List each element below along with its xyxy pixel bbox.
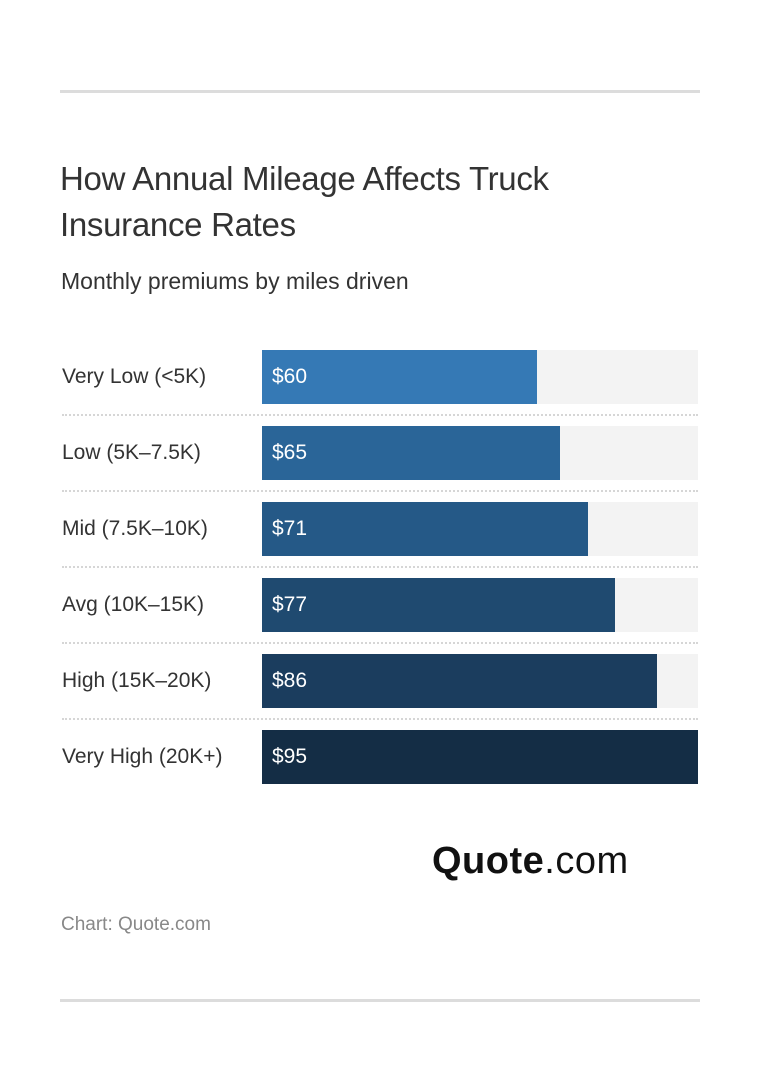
bar-row: Very Low (<5K) $60 [60,350,698,426]
data-label: $77 [272,593,308,616]
bar [262,426,561,480]
row-separator [62,490,698,492]
bar-row: High (15K–20K) $86 [60,654,698,730]
bar [262,350,538,404]
bar-row: Avg (10K–15K) $77 [60,578,698,654]
chart-title: How Annual Mileage Affects Truck Insuran… [60,160,549,243]
category-label: Very Low (<5K) [62,365,207,388]
row-separator [62,414,698,416]
row-separator [62,718,698,720]
data-label: $71 [272,517,308,540]
top-divider [60,90,700,93]
bar [262,654,657,708]
bar-track: $77 [262,578,698,632]
bottom-divider [60,999,700,1002]
data-label: $86 [272,669,308,692]
category-label: Mid (7.5K–10K) [62,517,208,540]
bar-row: Mid (7.5K–10K) $71 [60,502,698,578]
bar-track: $60 [262,350,698,404]
category-label: High (15K–20K) [62,669,212,692]
chart-credit: Chart: Quote.com [61,914,211,935]
bar-track: $71 [262,502,698,556]
quote-logo: Quote.com [432,840,629,882]
bar-row: Low (5K–7.5K) $65 [60,426,698,502]
bar-track: $95 [262,730,698,784]
bar-row: Very High (20K+) $95 [60,730,698,806]
data-label: $95 [272,745,308,768]
bar [262,502,588,556]
row-separator [62,642,698,644]
bar [262,730,698,784]
bar-track: $65 [262,426,698,480]
data-label: $65 [272,441,308,464]
category-label: Low (5K–7.5K) [62,441,201,464]
row-separator [62,566,698,568]
category-label: Avg (10K–15K) [62,593,205,616]
data-label: $60 [272,365,308,388]
bar [262,578,616,632]
bar-track: $86 [262,654,698,708]
chart-subtitle: Monthly premiums by miles driven [61,268,409,294]
category-label: Very High (20K+) [62,745,223,768]
